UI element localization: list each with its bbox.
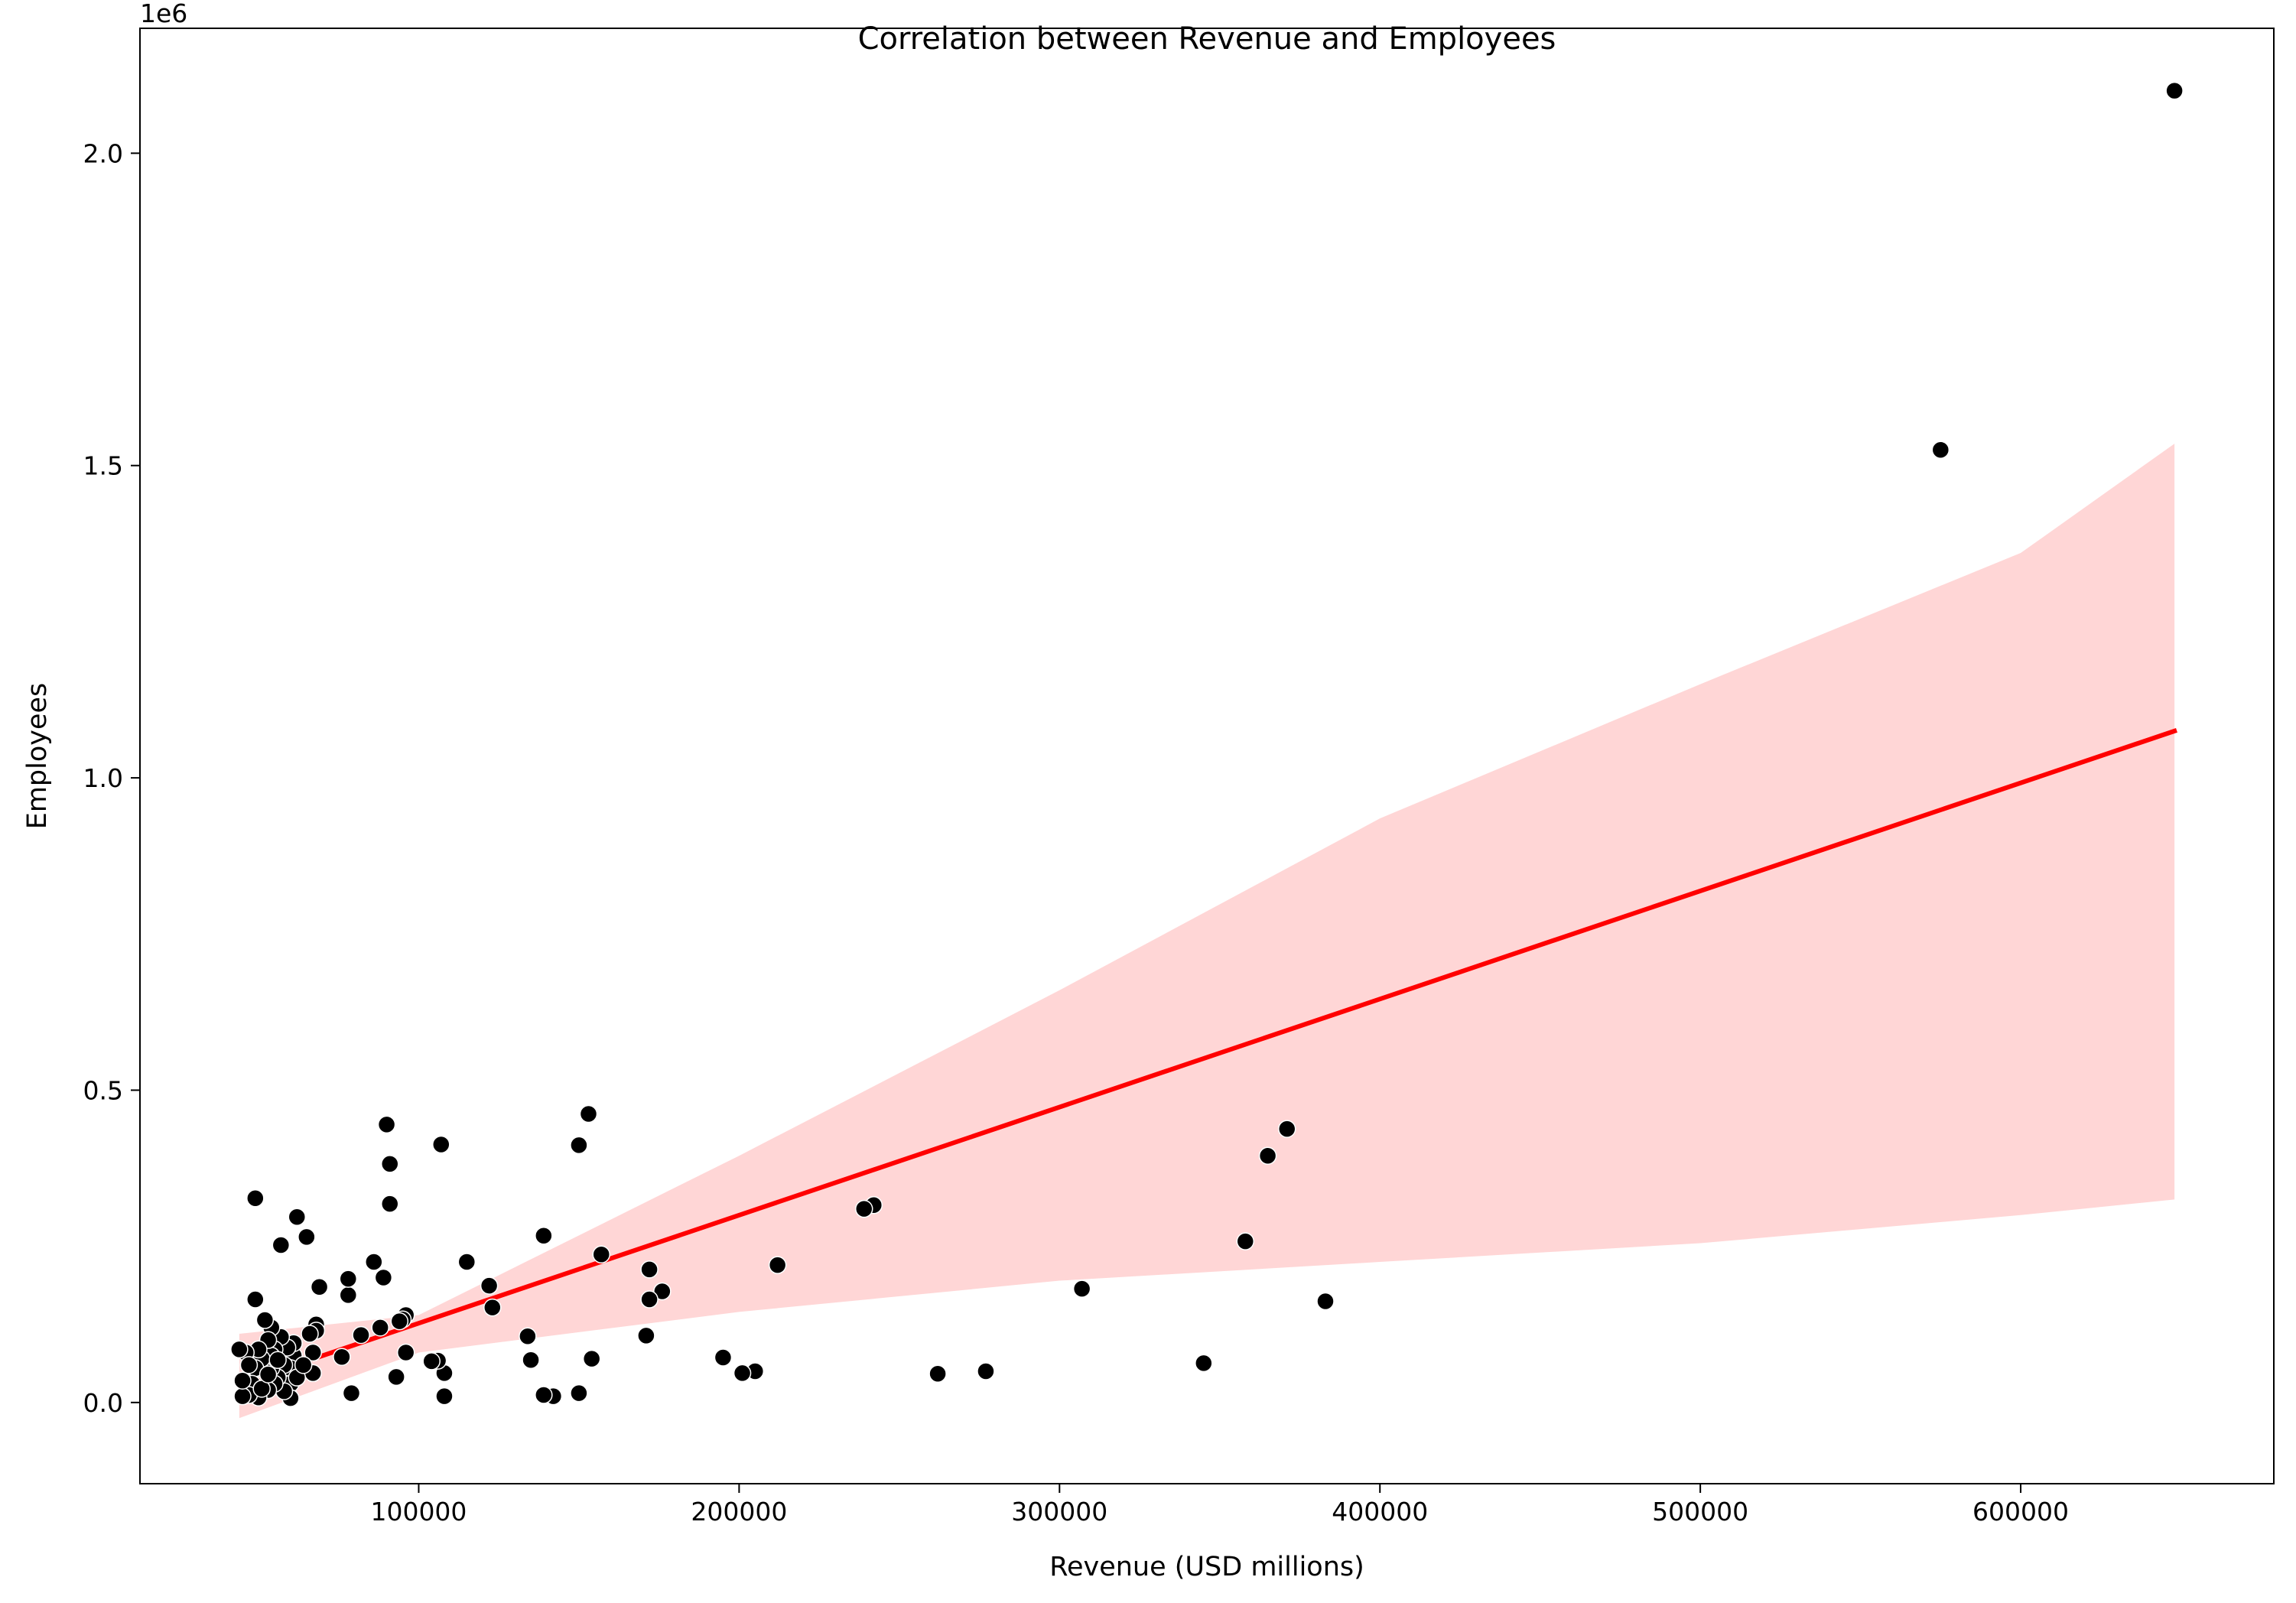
plot-area-frame bbox=[139, 28, 2275, 1484]
chart-title: Correlation between Revenue and Employee… bbox=[858, 21, 1556, 57]
scatter-point bbox=[2165, 81, 2184, 100]
y-axis-offset-label: 1e6 bbox=[140, 0, 187, 28]
scatter-point bbox=[1072, 1279, 1091, 1298]
scatter-point bbox=[483, 1298, 502, 1317]
scatter-point bbox=[422, 1352, 441, 1371]
scatter-point bbox=[480, 1276, 499, 1295]
scatter-point bbox=[928, 1364, 947, 1384]
scatter-point bbox=[239, 1356, 259, 1374]
confidence-band bbox=[239, 444, 2175, 1419]
scatter-point bbox=[519, 1327, 537, 1345]
scatter-point bbox=[396, 1343, 415, 1362]
scatter-point bbox=[255, 1311, 275, 1329]
y-tick-label: 2.0 bbox=[83, 138, 123, 168]
scatter-point bbox=[768, 1256, 787, 1274]
y-tick-label: 0.0 bbox=[83, 1388, 123, 1418]
scatter-points-layer bbox=[230, 81, 2184, 1407]
scatter-point bbox=[339, 1286, 358, 1305]
scatter-point bbox=[381, 1195, 399, 1213]
scatter-point bbox=[387, 1367, 405, 1387]
scatter-point bbox=[653, 1282, 672, 1301]
x-axis-label: Revenue (USD millions) bbox=[1049, 1552, 1364, 1582]
scatter-point bbox=[233, 1371, 252, 1390]
scatter-point bbox=[582, 1349, 601, 1368]
x-axis-ticks: 100000 200000 300000 400000 500000 600000 bbox=[370, 1484, 2069, 1527]
scatter-point bbox=[977, 1362, 995, 1380]
scatter-point bbox=[230, 1340, 249, 1359]
scatter-point bbox=[339, 1270, 358, 1288]
scatter-point bbox=[457, 1253, 476, 1271]
scatter-point bbox=[371, 1318, 389, 1337]
regression-line bbox=[236, 728, 2177, 1387]
x-tick-label: 300000 bbox=[1011, 1497, 1107, 1527]
scatter-point bbox=[272, 1236, 291, 1254]
scatter-point bbox=[1236, 1232, 1255, 1250]
confidence-band-layer bbox=[239, 444, 2175, 1419]
x-tick-label: 500000 bbox=[1652, 1497, 1748, 1527]
scatter-point bbox=[1316, 1292, 1335, 1311]
y-tick-label: 1.0 bbox=[83, 763, 123, 793]
scatter-point bbox=[640, 1290, 659, 1309]
scatter-point bbox=[535, 1386, 553, 1404]
scatter-point bbox=[365, 1253, 383, 1271]
scatter-point bbox=[714, 1348, 733, 1367]
scatter-point bbox=[301, 1325, 319, 1343]
scatter-point bbox=[233, 1387, 252, 1406]
scatter-point bbox=[535, 1227, 553, 1245]
scatter-point bbox=[435, 1387, 454, 1406]
scatter-point bbox=[246, 1290, 265, 1309]
regression-line-layer bbox=[236, 728, 2177, 1387]
scatter-point bbox=[390, 1312, 409, 1331]
scatter-point bbox=[298, 1227, 316, 1247]
scatter-point bbox=[637, 1326, 655, 1345]
scatter-point bbox=[268, 1351, 287, 1370]
scatter-point bbox=[522, 1351, 540, 1370]
scatter-point bbox=[570, 1384, 588, 1403]
x-tick-label: 100000 bbox=[370, 1497, 467, 1527]
y-tick-label: 0.5 bbox=[83, 1075, 123, 1105]
x-tick-label: 600000 bbox=[1972, 1497, 2069, 1527]
scatter-point bbox=[342, 1384, 361, 1403]
scatter-point bbox=[310, 1277, 329, 1296]
scatter-point bbox=[1195, 1354, 1213, 1373]
x-tick-label: 400000 bbox=[1332, 1497, 1428, 1527]
scatter-point bbox=[377, 1115, 396, 1134]
scatter-point bbox=[304, 1343, 322, 1362]
scatter-point bbox=[294, 1356, 313, 1374]
scatter-point bbox=[855, 1199, 873, 1218]
scatter-point bbox=[1277, 1120, 1296, 1138]
scatter-point bbox=[1258, 1146, 1277, 1165]
scatter-point bbox=[733, 1364, 752, 1383]
scatter-point bbox=[374, 1268, 393, 1287]
scatter-point bbox=[259, 1365, 278, 1384]
scatter-point bbox=[579, 1104, 598, 1123]
x-tick-label: 200000 bbox=[691, 1497, 787, 1527]
scatter-point bbox=[288, 1208, 307, 1227]
y-tick-label: 1.5 bbox=[83, 451, 123, 481]
y-axis-label: Employees bbox=[22, 683, 53, 830]
scatter-point bbox=[640, 1260, 659, 1279]
scatter-point bbox=[432, 1135, 450, 1154]
scatter-point bbox=[246, 1189, 265, 1208]
scatter-point bbox=[1931, 441, 1950, 460]
scatter-point bbox=[570, 1136, 588, 1155]
scatter-point bbox=[381, 1155, 399, 1173]
y-axis-ticks: 0.0 0.5 1.0 1.5 2.0 bbox=[83, 138, 140, 1418]
scatter-point bbox=[352, 1325, 370, 1345]
scatter-point bbox=[333, 1348, 351, 1366]
scatter-point bbox=[592, 1245, 610, 1264]
